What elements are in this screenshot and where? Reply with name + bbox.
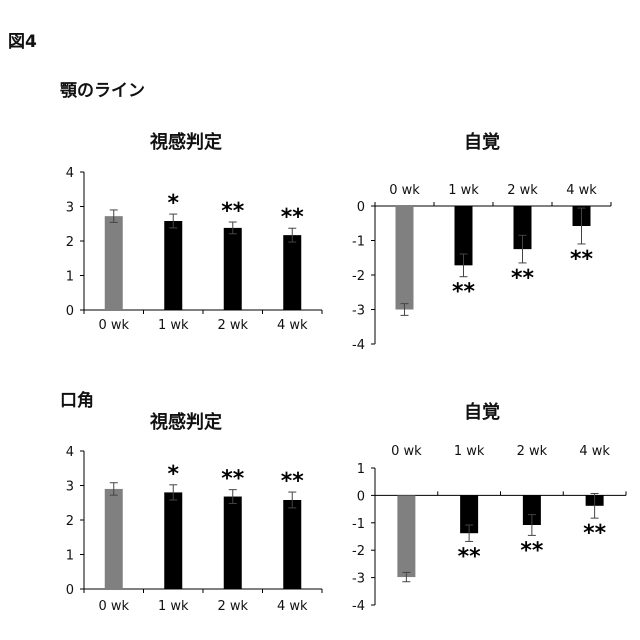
x-tick-label: 2 wk: [517, 444, 548, 459]
bar: [164, 492, 182, 589]
x-tick-label: 2 wk: [217, 599, 248, 614]
x-tick-label: 0 wk: [391, 444, 422, 459]
y-tick-label: 3: [66, 201, 74, 216]
significance-marker: **: [458, 544, 482, 569]
significance-marker: **: [570, 247, 594, 272]
y-tick-label: 0: [357, 489, 365, 504]
y-tick-label: 3: [66, 480, 74, 495]
x-tick-label: 4 wk: [277, 318, 308, 333]
chart-mouth-self: 1 0 -1 -2 -3 -4 0 wk 1 wk ** 2 wk ** 4 wk **: [352, 444, 626, 614]
significance-marker: *: [167, 191, 179, 216]
y-tick-label: -3: [352, 572, 365, 587]
y-tick-label: 2: [66, 235, 74, 250]
bar: [283, 235, 301, 310]
bar: [397, 495, 415, 577]
x-tick-label: 0 wk: [98, 318, 129, 333]
x-tick-label: 1 wk: [454, 444, 485, 459]
significance-marker: *: [167, 462, 179, 487]
x-tick-label: 0 wk: [389, 183, 420, 198]
y-tick-label: 1: [66, 549, 74, 564]
significance-marker: **: [221, 467, 245, 492]
y-tick-label: -1: [352, 235, 365, 250]
y-tick-label: -4: [352, 599, 365, 614]
bar: [105, 489, 123, 589]
y-tick-label: -2: [352, 544, 365, 559]
y-tick-label: -1: [352, 517, 365, 532]
y-tick-label: 0: [357, 200, 365, 215]
x-tick-label: 1 wk: [158, 599, 189, 614]
significance-marker: **: [452, 280, 476, 305]
y-tick-label: 4: [66, 445, 74, 460]
bar: [224, 228, 242, 310]
y-tick-label: -2: [352, 269, 365, 284]
x-tick-label: 4 wk: [566, 183, 597, 198]
y-tick-label: 2: [66, 514, 74, 529]
chart-mouth-visual: 0 1 2 3 4 0 wk 1 wk * 2 wk ** 4 wk **: [66, 445, 322, 614]
bar: [105, 216, 123, 310]
significance-marker: **: [221, 199, 245, 224]
bar: [164, 221, 182, 310]
y-tick-label: 4: [66, 166, 74, 181]
significance-marker: **: [281, 205, 305, 230]
y-tick-label: 1: [357, 462, 365, 477]
y-tick-label: 1: [66, 270, 74, 285]
x-tick-label: 4 wk: [277, 599, 308, 614]
x-tick-label: 1 wk: [158, 318, 189, 333]
x-tick-label: 4 wk: [579, 444, 610, 459]
y-tick-label: -3: [352, 304, 365, 319]
y-tick-label: 0: [66, 583, 74, 598]
significance-marker: **: [511, 266, 535, 291]
bar: [224, 497, 242, 589]
y-tick-label: 0: [66, 304, 74, 319]
significance-marker: **: [583, 521, 607, 546]
x-tick-label: 2 wk: [217, 318, 248, 333]
significance-marker: **: [281, 469, 305, 494]
bar: [396, 206, 414, 310]
x-tick-label: 0 wk: [98, 599, 129, 614]
y-tick-label: -4: [352, 338, 365, 353]
x-tick-label: 1 wk: [448, 183, 479, 198]
bar: [283, 500, 301, 589]
chart-jawline-visual: 0 1 2 3 4 0 wk 1 wk * 2 wk ** 4 wk **: [66, 166, 322, 333]
x-tick-label: 2 wk: [507, 183, 538, 198]
chart-jawline-self: 0 -1 -2 -3 -4 0 wk 1 wk ** 2 wk ** 4 wk **: [352, 183, 611, 353]
significance-marker: **: [520, 538, 544, 563]
